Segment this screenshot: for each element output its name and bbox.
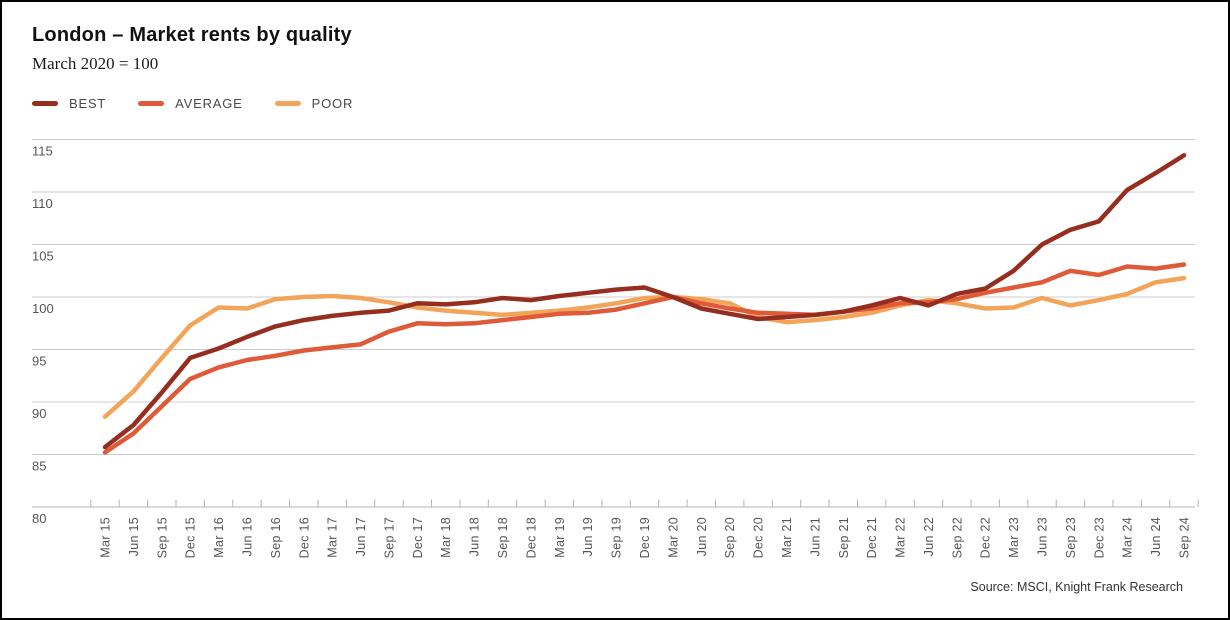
average-series-swatch-icon xyxy=(138,101,165,106)
series-line-best xyxy=(102,153,1187,450)
legend: BEST AVERAGE POOR xyxy=(32,96,385,111)
x-tick-label: Jun 22 xyxy=(922,517,936,556)
best-series-swatch-icon xyxy=(32,101,58,106)
x-tick-label: Sep 19 xyxy=(610,517,624,558)
x-tick-label: Jun 19 xyxy=(581,517,595,556)
y-tick-label-115: 115 xyxy=(32,144,53,159)
x-tick-label: Sep 18 xyxy=(496,517,510,558)
series-line-poor xyxy=(102,275,1187,419)
series-line-average xyxy=(102,262,1187,455)
legend-label-poor: POOR xyxy=(311,96,354,111)
y-axis-labels: 80 85 90 95 100 105 110 115 xyxy=(32,144,54,527)
x-tick-label: Dec 20 xyxy=(752,517,766,558)
x-tick-label: Mar 24 xyxy=(1121,517,1135,558)
x-tick-label: Sep 23 xyxy=(1064,517,1078,558)
x-tick-label: Mar 19 xyxy=(553,517,567,558)
x-tick-label: Jun 18 xyxy=(468,517,482,556)
x-axis-labels: Mar 15 Jun 15 Sep 15 Dec 15 Mar 16 Jun 16 Sep … xyxy=(99,517,1192,558)
x-tick-label: Jun 24 xyxy=(1149,517,1163,556)
x-tick-label: Mar 18 xyxy=(439,517,453,558)
legend-label-best: BEST xyxy=(69,96,107,111)
x-tick-label: Jun 17 xyxy=(354,517,368,556)
x-tick-label: Dec 23 xyxy=(1092,517,1106,558)
y-tick-label-90: 90 xyxy=(32,406,46,421)
data-series xyxy=(102,153,1187,455)
y-tick-label-105: 105 xyxy=(32,249,54,264)
x-tick-label: Mar 21 xyxy=(780,517,794,558)
x-tick-label: Dec 22 xyxy=(979,517,993,558)
legend-item-best: BEST xyxy=(32,96,106,111)
x-tick-label: Sep 15 xyxy=(155,517,169,558)
chart-subtitle: March 2020 = 100 xyxy=(32,54,159,73)
x-tick-label: Mar 23 xyxy=(1007,517,1021,558)
x-tick-label: Mar 22 xyxy=(894,517,908,558)
legend-label-average: AVERAGE xyxy=(175,96,243,111)
x-tick-label: Sep 20 xyxy=(723,517,737,558)
x-tick-label: Dec 21 xyxy=(865,517,879,558)
y-tick-label-110: 110 xyxy=(32,196,53,211)
legend-item-poor: POOR xyxy=(274,96,354,111)
x-tick-label: Sep 16 xyxy=(269,517,283,558)
poor-series-swatch-icon xyxy=(274,101,301,106)
x-tick-label: Sep 17 xyxy=(382,517,396,558)
x-tick-label: Sep 21 xyxy=(837,517,851,558)
page-title: London – Market rents by quality xyxy=(32,24,352,46)
x-tick-label: Dec 15 xyxy=(184,517,198,558)
y-tick-label-95: 95 xyxy=(32,354,46,369)
x-tick-label: Mar 15 xyxy=(99,517,113,558)
x-tick-label: Mar 17 xyxy=(326,517,340,558)
x-tick-label: Sep 22 xyxy=(950,517,964,558)
source-credit: Source: MSCI, Knight Frank Research xyxy=(970,580,1183,594)
x-tick-label: Mar 20 xyxy=(666,517,680,558)
x-tick-label: Jun 23 xyxy=(1036,517,1050,556)
x-tick-label: Mar 16 xyxy=(212,517,226,558)
x-tick-label: Sep 24 xyxy=(1178,517,1192,558)
x-tick-label: Jun 20 xyxy=(695,517,709,556)
x-tick-label: Dec 16 xyxy=(297,517,311,558)
x-tick-label: Dec 18 xyxy=(524,517,538,558)
x-tick-label: Jun 15 xyxy=(127,517,141,556)
x-tick-label: Jun 16 xyxy=(240,517,254,556)
x-tick-label: Dec 19 xyxy=(638,517,652,558)
x-tick-label: Dec 17 xyxy=(411,517,425,558)
gridlines xyxy=(32,139,1195,508)
x-tick-label: Jun 21 xyxy=(808,517,822,556)
legend-item-average: AVERAGE xyxy=(138,96,243,111)
x-axis-ticks xyxy=(90,499,1199,507)
y-tick-label-85: 85 xyxy=(32,459,46,474)
y-tick-label-80: 80 xyxy=(32,511,46,526)
y-tick-label-100: 100 xyxy=(32,301,54,316)
